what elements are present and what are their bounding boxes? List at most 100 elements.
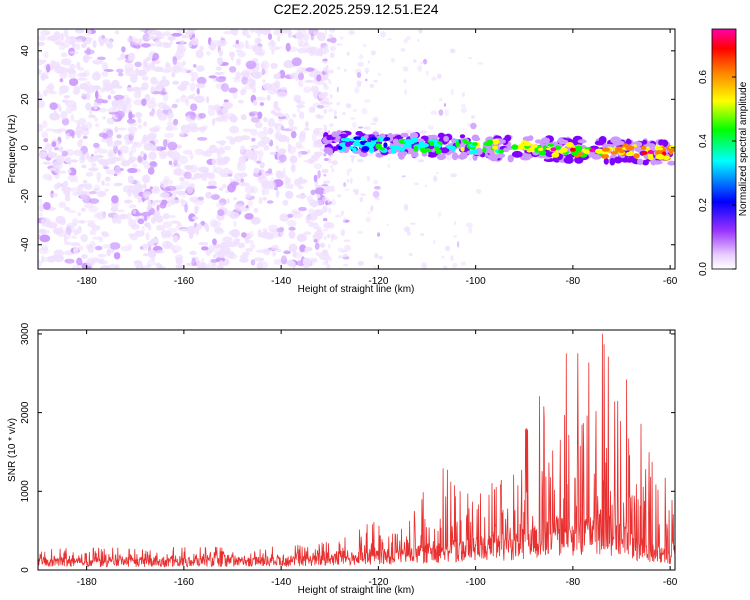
noise-blob — [475, 188, 482, 194]
noise-blob — [232, 76, 240, 80]
noise-blob — [171, 125, 178, 131]
signal-blob — [534, 147, 539, 153]
signal-blob — [537, 147, 544, 151]
noise-blob — [69, 51, 80, 55]
noise-blob — [59, 85, 70, 92]
noise-blob — [73, 119, 81, 124]
noise-blob — [103, 166, 110, 170]
noise-blob — [207, 107, 216, 117]
noise-blob — [106, 108, 117, 113]
noise-blob — [175, 257, 183, 265]
noise-blob — [189, 250, 197, 256]
noise-blob — [96, 190, 107, 198]
noise-blob — [348, 30, 355, 35]
noise-blob — [468, 227, 473, 234]
noise-blob — [261, 180, 272, 189]
noise-blob — [184, 203, 189, 213]
noise-blob — [308, 71, 317, 78]
noise-blob — [256, 37, 262, 44]
noise-blob — [131, 223, 140, 230]
noise-blob — [344, 188, 350, 191]
noise-blob — [116, 57, 122, 61]
noise-blob — [228, 230, 237, 236]
signal-blob — [577, 139, 587, 144]
signal-blob — [350, 138, 355, 142]
noise-blob — [250, 128, 258, 136]
noise-blob — [302, 257, 312, 266]
noise-blob — [339, 36, 344, 40]
signal-blob — [625, 139, 632, 145]
noise-blob — [296, 233, 307, 242]
noise-blob — [317, 170, 321, 179]
signal-blob — [391, 148, 397, 154]
noise-blob — [380, 31, 386, 38]
noise-blob — [185, 98, 190, 106]
noise-blob — [322, 77, 329, 81]
noise-blob — [106, 117, 115, 125]
noise-blob — [132, 38, 141, 46]
noise-blob — [156, 262, 161, 267]
noise-blob — [77, 245, 84, 252]
noise-blob — [180, 39, 185, 46]
noise-blob — [278, 154, 287, 163]
noise-blob — [387, 38, 392, 41]
signal-blob — [667, 160, 675, 166]
noise-blob — [202, 125, 209, 129]
noise-blob — [304, 120, 309, 128]
noise-blob — [38, 59, 45, 66]
x-tick-label: -160 — [174, 276, 194, 287]
noise-blob — [323, 153, 327, 157]
noise-blob — [336, 66, 341, 70]
noise-blob — [403, 38, 408, 44]
noise-blob — [209, 144, 218, 154]
signal-blob — [403, 139, 413, 143]
noise-blob — [69, 63, 76, 70]
signal-blob — [354, 139, 360, 143]
noise-blob — [78, 117, 87, 126]
noise-blob — [257, 261, 263, 269]
noise-blob — [247, 199, 254, 207]
signal-blob — [498, 149, 504, 154]
noise-blob — [275, 145, 279, 151]
signal-blob — [436, 153, 446, 161]
noise-blob — [297, 66, 307, 73]
signal-blob — [542, 145, 547, 151]
noise-blob — [172, 235, 179, 243]
noise-blob — [118, 72, 124, 77]
noise-blob — [206, 185, 218, 189]
noise-blob — [242, 251, 250, 256]
noise-blob — [250, 116, 260, 123]
signal-blob — [349, 145, 354, 150]
noise-blob — [132, 86, 141, 92]
noise-blob — [121, 46, 126, 53]
noise-blob — [417, 38, 420, 42]
noise-blob — [406, 35, 411, 41]
signal-blob — [540, 137, 551, 144]
noise-blob — [406, 231, 411, 236]
noise-blob — [79, 83, 89, 90]
noise-blob — [215, 66, 223, 71]
noise-blob — [199, 127, 206, 133]
noise-blob — [105, 169, 117, 175]
noise-blob — [307, 149, 311, 154]
noise-blob — [47, 174, 53, 182]
noise-blob — [225, 190, 229, 193]
noise-blob — [252, 58, 259, 62]
noise-blob — [221, 183, 227, 189]
noise-blob — [207, 180, 217, 187]
noise-blob — [267, 33, 273, 40]
noise-blob — [345, 103, 352, 109]
noise-blob — [316, 74, 322, 82]
noise-blob — [149, 186, 153, 190]
noise-blob — [143, 142, 155, 151]
noise-blob — [208, 172, 216, 180]
noise-blob — [223, 145, 232, 151]
noise-blob — [321, 184, 329, 187]
signal-blob — [612, 138, 619, 143]
signal-blob — [609, 157, 616, 166]
signal-peak — [618, 149, 625, 154]
noise-blob — [110, 83, 115, 91]
noise-blob — [165, 125, 173, 131]
noise-blob — [86, 257, 95, 267]
